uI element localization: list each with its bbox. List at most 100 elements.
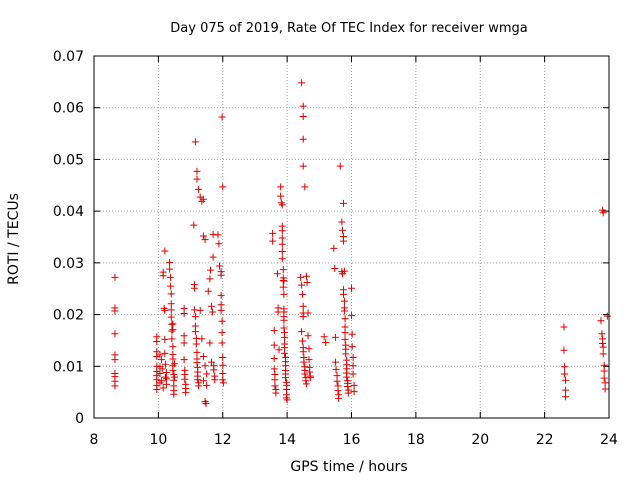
data-point bbox=[302, 380, 310, 388]
data-points bbox=[111, 79, 611, 408]
data-point bbox=[280, 324, 288, 332]
data-point bbox=[161, 349, 169, 357]
data-point bbox=[204, 287, 212, 295]
data-point bbox=[195, 382, 203, 390]
y-tick-label: 0.07 bbox=[53, 49, 84, 65]
data-point bbox=[301, 370, 309, 378]
data-point bbox=[190, 284, 198, 292]
data-point bbox=[167, 313, 175, 321]
data-point bbox=[303, 279, 311, 287]
data-point bbox=[168, 335, 176, 343]
data-point bbox=[166, 265, 174, 273]
data-point bbox=[283, 396, 291, 404]
data-point bbox=[273, 270, 281, 278]
data-point bbox=[192, 340, 200, 348]
data-point bbox=[219, 361, 227, 369]
data-point bbox=[111, 307, 119, 315]
x-tick-label: 20 bbox=[471, 432, 489, 448]
data-point bbox=[270, 365, 278, 373]
data-point bbox=[191, 313, 199, 321]
data-point bbox=[167, 290, 175, 298]
data-point bbox=[277, 183, 285, 191]
data-point bbox=[340, 267, 348, 275]
data-point bbox=[217, 291, 225, 299]
data-point bbox=[161, 373, 169, 381]
data-point bbox=[170, 390, 178, 398]
data-point bbox=[278, 255, 286, 263]
data-point bbox=[339, 290, 347, 298]
data-point bbox=[209, 253, 217, 261]
x-axis-label: GPS time / hours bbox=[290, 459, 407, 475]
data-point bbox=[331, 358, 339, 366]
data-point bbox=[338, 218, 346, 226]
data-point bbox=[208, 308, 216, 316]
data-point bbox=[218, 329, 226, 337]
data-point bbox=[169, 355, 177, 363]
data-point bbox=[600, 367, 608, 375]
data-point bbox=[111, 273, 119, 281]
data-point bbox=[196, 306, 204, 314]
data-point bbox=[349, 362, 357, 370]
data-point bbox=[340, 297, 348, 305]
data-point bbox=[159, 384, 167, 392]
x-tick-label: 8 bbox=[90, 432, 99, 448]
x-tick-label: 12 bbox=[214, 432, 232, 448]
chart-title: Day 075 of 2019, Rate Of TEC Index for r… bbox=[170, 21, 527, 36]
data-point bbox=[199, 195, 207, 203]
data-point bbox=[169, 326, 177, 334]
data-point bbox=[218, 113, 226, 121]
y-tick-labels: 0 0.01 0.02 0.03 0.04 0.05 0.06 0.07 bbox=[53, 49, 84, 427]
data-point bbox=[299, 313, 307, 321]
data-point bbox=[156, 351, 164, 359]
data-point bbox=[191, 138, 199, 146]
y-tick-label: 0.03 bbox=[53, 256, 84, 272]
data-point bbox=[300, 358, 308, 366]
data-point bbox=[299, 337, 307, 345]
data-point bbox=[349, 353, 357, 361]
data-point bbox=[218, 317, 226, 325]
data-point bbox=[217, 306, 225, 314]
data-point bbox=[302, 377, 310, 385]
x-tick-label: 16 bbox=[343, 432, 361, 448]
data-point bbox=[343, 373, 351, 381]
data-point bbox=[209, 230, 217, 238]
data-point bbox=[278, 247, 286, 255]
data-point bbox=[158, 365, 166, 373]
y-tick-label: 0.05 bbox=[53, 152, 84, 168]
data-point bbox=[207, 302, 215, 310]
data-point bbox=[305, 345, 313, 353]
data-point bbox=[331, 333, 339, 341]
data-point bbox=[299, 348, 307, 356]
data-point bbox=[598, 330, 606, 338]
data-point bbox=[560, 323, 568, 331]
data-point bbox=[182, 389, 190, 397]
data-point bbox=[561, 370, 569, 378]
data-point bbox=[217, 271, 225, 279]
data-point bbox=[111, 356, 119, 364]
data-point bbox=[601, 379, 609, 387]
data-point bbox=[560, 346, 568, 354]
data-point bbox=[195, 185, 203, 193]
data-point bbox=[169, 343, 177, 351]
data-point bbox=[203, 381, 211, 389]
data-point bbox=[180, 332, 188, 340]
data-point bbox=[306, 368, 314, 376]
data-point bbox=[169, 366, 177, 374]
data-point bbox=[331, 265, 339, 273]
data-point bbox=[298, 281, 306, 289]
data-point bbox=[348, 343, 356, 351]
data-point bbox=[162, 368, 170, 376]
data-point bbox=[599, 343, 607, 351]
x-tick-label: 24 bbox=[600, 432, 618, 448]
data-point bbox=[278, 227, 286, 235]
data-point bbox=[206, 339, 214, 347]
data-point bbox=[111, 330, 119, 338]
data-point bbox=[302, 272, 310, 280]
data-point bbox=[156, 370, 164, 378]
data-point bbox=[305, 356, 313, 364]
data-point bbox=[298, 79, 306, 87]
data-point bbox=[348, 284, 355, 292]
data-point bbox=[278, 201, 286, 209]
data-point bbox=[211, 376, 219, 384]
